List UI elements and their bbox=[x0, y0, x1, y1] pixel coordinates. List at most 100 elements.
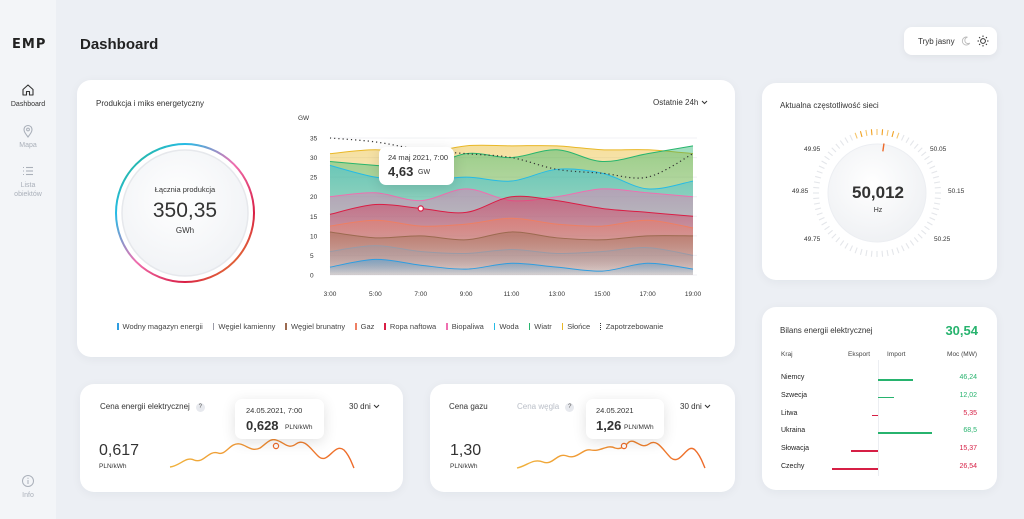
gauge-tick bbox=[844, 242, 849, 249]
frequency-gauge bbox=[813, 129, 941, 257]
total-ring bbox=[115, 143, 255, 283]
legend-label: Zapotrzebowanie bbox=[605, 322, 664, 331]
col-country: Kraj bbox=[781, 351, 793, 358]
balance-country: Szwecja bbox=[781, 391, 808, 399]
legend-item[interactable]: Wodny magazyn energii bbox=[117, 322, 203, 331]
gauge-tick bbox=[859, 131, 863, 138]
hover-point[interactable] bbox=[417, 205, 424, 212]
gauge-tick bbox=[827, 229, 833, 235]
gauge-tick bbox=[827, 151, 833, 157]
energy-sparkline[interactable] bbox=[168, 420, 358, 472]
sidebar-item-dashboard[interactable]: Dashboard bbox=[4, 83, 52, 109]
y-tick-label: 35 bbox=[310, 136, 318, 143]
legend-swatch bbox=[285, 323, 287, 330]
gauge-tick bbox=[896, 247, 900, 254]
gauge-tick-label: 50.05 bbox=[930, 146, 947, 153]
help-icon[interactable]: ? bbox=[565, 403, 575, 412]
x-tick-label: 5:00 bbox=[369, 291, 382, 298]
gauge-tick bbox=[909, 240, 915, 246]
series-line-węgiel-kamienny[interactable] bbox=[329, 245, 694, 256]
legend-item[interactable]: Węgiel kamienny bbox=[212, 322, 275, 331]
total-label: Łącznia produkcja bbox=[154, 185, 216, 194]
total-value: 350,35 bbox=[152, 199, 218, 222]
gauge-tick-label: 49.95 bbox=[804, 146, 821, 153]
legend-swatch bbox=[528, 323, 531, 330]
x-tick-label: 13:00 bbox=[549, 291, 566, 298]
legend-label: Woda bbox=[499, 322, 519, 331]
legend-swatch bbox=[446, 323, 448, 330]
x-tick-label: 11:00 bbox=[504, 291, 520, 298]
series-line-wodny-magazyn-energii[interactable] bbox=[329, 258, 694, 272]
y-tick-label: 15 bbox=[310, 214, 318, 221]
total-unit: GWh bbox=[175, 226, 195, 235]
balance-country: Słowacja bbox=[781, 445, 810, 453]
gauge-tick bbox=[815, 175, 822, 179]
tooltip-value: 1,26 bbox=[596, 418, 622, 433]
balance-bar bbox=[878, 379, 914, 381]
gauge-tick bbox=[932, 207, 939, 211]
legend-item[interactable]: Węgiel brunatny bbox=[285, 322, 345, 331]
sun-icon[interactable] bbox=[977, 35, 989, 47]
gauge-tick bbox=[824, 225, 830, 231]
gauge-tick bbox=[821, 221, 828, 226]
series-line-demand[interactable] bbox=[329, 137, 694, 179]
production-chart[interactable]: 0 5 10 15 20 25 30 35 GW 3:00 5:00 7:00 9:00 11:00 13:… bbox=[295, 110, 710, 305]
tooltip-date: 24.05.2021 bbox=[596, 406, 634, 415]
sidebar-item-label: Lista obiektów bbox=[14, 182, 42, 198]
tab-gas-price[interactable]: Cena gazu bbox=[449, 402, 488, 411]
gauge-tick bbox=[815, 207, 822, 211]
balance-card bbox=[762, 307, 997, 490]
gauge-tick bbox=[865, 129, 868, 136]
gauge-tick bbox=[813, 197, 820, 200]
legend-item[interactable]: Gaz bbox=[355, 322, 374, 331]
gauge-tick bbox=[824, 155, 830, 161]
x-tick-label: 9:00 bbox=[460, 291, 473, 298]
balance-country: Niemcy bbox=[781, 374, 805, 381]
moon-icon[interactable] bbox=[961, 36, 971, 46]
legend-label: Gaz bbox=[360, 322, 375, 331]
gauge-tick bbox=[905, 137, 910, 144]
gauge-tick bbox=[854, 132, 858, 139]
gauge-tick bbox=[849, 134, 853, 141]
legend-item[interactable]: Woda bbox=[493, 322, 519, 331]
series-line-ropa-naftowa[interactable] bbox=[329, 195, 694, 217]
legend-swatch bbox=[600, 323, 602, 330]
series-line-gaz[interactable] bbox=[329, 217, 694, 229]
legend-item[interactable]: Wiatr bbox=[528, 322, 552, 331]
gauge-tick bbox=[901, 134, 905, 141]
tooltip-unit: PLN/kWh bbox=[285, 424, 313, 431]
tab-coal-price[interactable]: Cena węgla? bbox=[517, 402, 575, 412]
gauge-tick bbox=[835, 143, 841, 149]
gauge-tick bbox=[816, 212, 823, 216]
chevron-down-icon bbox=[373, 404, 380, 409]
gas-period-select[interactable]: 30 dni bbox=[680, 402, 711, 411]
gas-sparkline[interactable] bbox=[515, 418, 707, 472]
gauge-tick bbox=[917, 233, 923, 239]
legend-item[interactable]: Zapotrzebowanie bbox=[600, 322, 663, 331]
gauge-tick bbox=[924, 225, 930, 231]
sidebar-item-list[interactable]: Lista obiektów bbox=[4, 164, 52, 199]
gauge-tick bbox=[865, 250, 868, 257]
energy-period-select[interactable]: 30 dni bbox=[349, 402, 380, 411]
legend-label: Wodny magazyn energii bbox=[122, 322, 203, 331]
legend-swatch bbox=[384, 323, 386, 330]
legend-item[interactable]: Biopaliwa bbox=[446, 322, 484, 331]
help-icon[interactable]: ? bbox=[195, 403, 205, 412]
map-pin-icon bbox=[23, 124, 33, 138]
sidebar-item-info[interactable]: Info bbox=[4, 474, 52, 500]
gas-price-card bbox=[430, 384, 735, 492]
gauge-tick bbox=[849, 245, 853, 252]
period-value: Ostatnie 24h bbox=[653, 98, 699, 107]
chart-legend: Wodny magazyn energii Węgiel kamienny Węgi… bbox=[117, 322, 663, 331]
series-line-węgiel-brunatny[interactable] bbox=[329, 231, 694, 241]
balance-axis bbox=[878, 360, 879, 476]
sidebar-item-map[interactable]: Mapa bbox=[4, 124, 52, 150]
legend-item[interactable]: Ropa naftowa bbox=[384, 322, 436, 331]
gauge-tick bbox=[831, 147, 837, 153]
period-select[interactable]: Ostatnie 24h bbox=[653, 98, 708, 107]
balance-country: Czechy bbox=[781, 463, 805, 470]
theme-toggle[interactable]: Tryb jasny bbox=[904, 27, 997, 55]
gauge-tick bbox=[913, 237, 919, 243]
legend-item[interactable]: Słońce bbox=[561, 322, 590, 331]
legend-swatch bbox=[561, 323, 564, 330]
